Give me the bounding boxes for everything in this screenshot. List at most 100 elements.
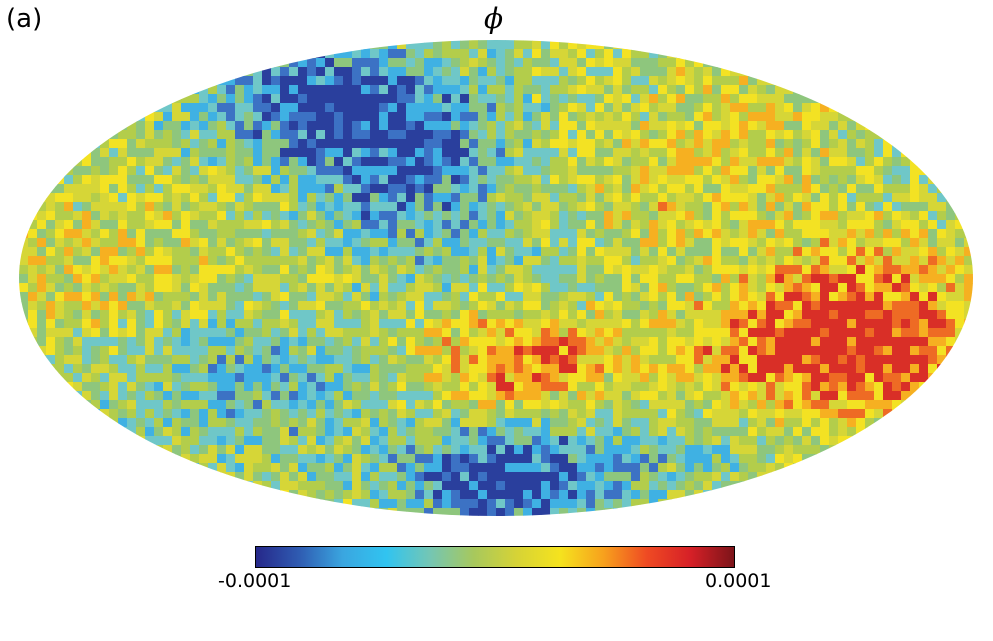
map-pixel	[181, 427, 191, 437]
map-pixel	[820, 445, 830, 455]
map-pixel	[505, 274, 515, 284]
map-pixel	[469, 301, 479, 311]
map-pixel	[757, 481, 767, 491]
map-pixel	[838, 121, 848, 131]
map-pixel	[397, 265, 407, 275]
map-pixel	[397, 148, 407, 158]
map-pixel	[685, 76, 695, 86]
map-pixel	[343, 427, 353, 437]
map-pixel	[604, 175, 614, 185]
map-pixel	[604, 112, 614, 122]
map-pixel	[388, 301, 398, 311]
map-pixel	[325, 346, 335, 356]
map-pixel	[721, 94, 731, 104]
map-pixel	[559, 508, 569, 516]
map-pixel	[577, 481, 587, 491]
map-pixel	[181, 301, 191, 311]
map-pixel	[100, 247, 110, 257]
map-pixel	[181, 346, 191, 356]
map-pixel	[154, 445, 164, 455]
map-pixel	[865, 166, 875, 176]
map-pixel	[154, 283, 164, 293]
map-pixel	[775, 265, 785, 275]
map-pixel	[775, 382, 785, 392]
map-pixel	[820, 139, 830, 149]
map-pixel	[649, 76, 659, 86]
map-pixel	[217, 94, 227, 104]
map-pixel	[424, 157, 434, 167]
map-pixel	[163, 427, 173, 437]
map-pixel	[829, 256, 839, 266]
map-pixel	[136, 130, 146, 140]
map-pixel	[640, 238, 650, 248]
map-pixel	[397, 175, 407, 185]
map-pixel	[280, 202, 290, 212]
map-pixel	[271, 76, 281, 86]
map-pixel	[325, 472, 335, 482]
map-pixel	[55, 382, 65, 392]
map-pixel	[217, 157, 227, 167]
map-pixel	[784, 283, 794, 293]
map-pixel	[694, 193, 704, 203]
map-pixel	[253, 490, 263, 500]
map-pixel	[262, 112, 272, 122]
map-pixel	[352, 103, 362, 113]
map-pixel	[370, 292, 380, 302]
map-pixel	[541, 202, 551, 212]
map-pixel	[676, 148, 686, 158]
map-pixel	[523, 481, 533, 491]
map-pixel	[757, 328, 767, 338]
map-pixel	[217, 121, 227, 131]
map-pixel	[622, 274, 632, 284]
map-pixel	[694, 121, 704, 131]
map-pixel	[685, 247, 695, 257]
map-pixel	[271, 337, 281, 347]
map-pixel	[703, 283, 713, 293]
map-pixel	[262, 238, 272, 248]
map-pixel	[541, 499, 551, 509]
map-pixel	[730, 166, 740, 176]
map-pixel	[883, 418, 893, 428]
map-pixel	[235, 103, 245, 113]
map-pixel	[811, 400, 821, 410]
map-pixel	[127, 238, 137, 248]
map-pixel	[424, 220, 434, 230]
map-pixel	[226, 103, 236, 113]
map-pixel	[145, 211, 155, 221]
map-pixel	[271, 283, 281, 293]
map-pixel	[874, 355, 884, 365]
map-pixel	[271, 193, 281, 203]
map-pixel	[100, 139, 110, 149]
map-pixel	[703, 67, 713, 77]
map-pixel	[694, 427, 704, 437]
map-pixel	[856, 319, 866, 329]
map-pixel	[838, 301, 848, 311]
map-pixel	[442, 202, 452, 212]
map-pixel	[244, 409, 254, 419]
map-pixel	[172, 337, 182, 347]
map-pixel	[667, 283, 677, 293]
map-pixel	[352, 391, 362, 401]
map-pixel	[325, 499, 335, 509]
map-pixel	[145, 391, 155, 401]
map-pixel	[604, 454, 614, 464]
map-pixel	[118, 436, 128, 446]
map-pixel	[883, 211, 893, 221]
map-pixel	[766, 238, 776, 248]
map-pixel	[784, 274, 794, 284]
map-pixel	[928, 229, 938, 239]
map-pixel	[766, 283, 776, 293]
map-pixel	[388, 328, 398, 338]
map-pixel	[892, 175, 902, 185]
map-pixel	[118, 355, 128, 365]
map-pixel	[253, 85, 263, 95]
map-pixel	[343, 319, 353, 329]
map-pixel	[766, 229, 776, 239]
map-pixel	[802, 139, 812, 149]
map-pixel	[595, 238, 605, 248]
map-pixel	[496, 148, 506, 158]
map-pixel	[163, 418, 173, 428]
map-pixel	[253, 103, 263, 113]
map-pixel	[667, 364, 677, 374]
map-pixel	[604, 382, 614, 392]
